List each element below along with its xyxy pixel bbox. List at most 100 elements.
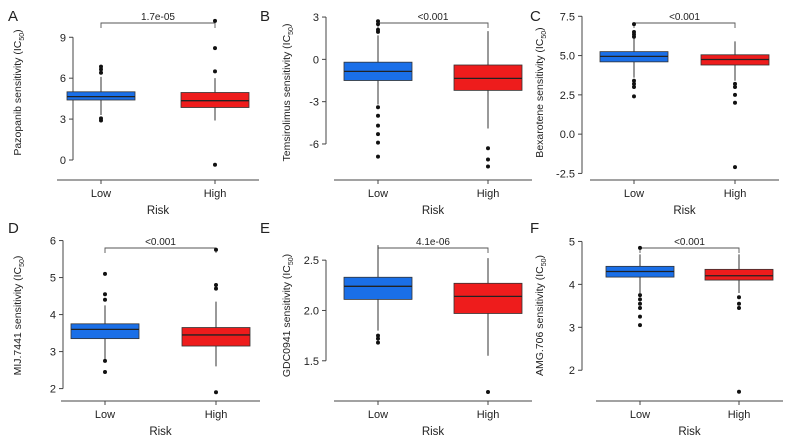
box-low: [599, 22, 669, 99]
outlier-point: [103, 369, 107, 374]
box-low: [343, 19, 413, 159]
outlier-point: [486, 389, 490, 394]
y-tick-label: 6: [60, 73, 66, 85]
panel-letter: D: [8, 220, 19, 237]
x-tick-label: Low: [368, 188, 388, 200]
y-axis-title-end: ): [534, 255, 546, 259]
y-axis-title-subscript: 50: [541, 258, 548, 266]
significance-bracket: [639, 247, 740, 253]
box-iqr: [704, 268, 774, 281]
significance-bracket: [104, 247, 217, 253]
y-axis-title-main: MIJ.7441 sensitivity (IC: [12, 266, 24, 375]
x-axis-title: Risk: [678, 426, 701, 438]
y-axis-title-end: ): [281, 254, 293, 258]
box-high: [181, 247, 251, 395]
outlier-point: [376, 123, 380, 128]
outlier-point: [213, 18, 217, 23]
outlier-point: [376, 336, 380, 341]
outlier-point: [214, 390, 218, 395]
p-value-label: 1.7e-05: [141, 12, 175, 23]
outlier-point: [103, 297, 107, 302]
y-tick-label: 3: [569, 322, 575, 334]
y-axis-title-main: GDC0941 sensitivity (IC: [281, 265, 293, 377]
box-iqr: [453, 64, 523, 91]
y-tick-label: 0: [313, 54, 319, 66]
outlier-point: [737, 301, 741, 306]
outlier-point: [733, 85, 737, 89]
outlier-point: [733, 165, 737, 170]
outlier-point: [376, 113, 380, 118]
y-tick-label: 3: [50, 347, 56, 359]
panel-letter: C: [530, 8, 541, 25]
outlier-point: [632, 22, 636, 27]
outlier-point: [103, 271, 107, 276]
outlier-point: [103, 292, 107, 297]
x-tick-label: Low: [91, 188, 111, 200]
outlier-point: [376, 154, 380, 159]
y-axis-title-subscript: 50: [19, 33, 26, 41]
x-axis-title: Risk: [422, 205, 445, 217]
outlier-point: [486, 157, 490, 162]
outlier-point: [638, 297, 642, 302]
p-value-label: <0.001: [145, 237, 176, 248]
outlier-point: [99, 64, 103, 69]
y-tick-label: 2.0: [304, 305, 319, 317]
x-tick-label: High: [204, 188, 227, 200]
panel-f: F 2 3 4 5 Low High Risk AMG.706 sensitivity (IC5…: [530, 220, 783, 438]
outlier-point: [376, 27, 380, 32]
y-tick-label: 5: [569, 236, 575, 248]
panel-letter: E: [260, 220, 270, 237]
y-tick-label: 2: [569, 365, 575, 377]
outlier-point: [638, 323, 642, 328]
y-axis-title: Bexarotene sensitivity (IC50): [534, 27, 548, 157]
box-low: [343, 245, 413, 345]
outlier-point: [737, 295, 741, 300]
y-axis-title-main: Pazopanib sensitivity (IC: [12, 40, 24, 155]
y-axis-title-subscript: 50: [541, 31, 548, 39]
outlier-point: [486, 146, 490, 151]
box-iqr: [181, 327, 251, 347]
outlier-point: [486, 164, 490, 169]
outlier-point: [737, 305, 741, 310]
p-value-label: 4.1e-06: [416, 237, 450, 248]
y-axis-title-end: ): [534, 27, 546, 31]
outlier-point: [214, 247, 218, 252]
y-axis-title: GDC0941 sensitivity (IC50): [281, 254, 295, 377]
outlier-point: [733, 81, 737, 86]
y-tick-label: 2: [50, 384, 56, 396]
box-iqr: [343, 276, 413, 300]
y-axis-title: MIJ.7441 sensitivity (IC50): [12, 256, 26, 376]
y-axis-title-main: Bexarotene sensitivity (IC: [534, 38, 546, 157]
outlier-point: [733, 100, 737, 105]
y-axis-title: AMG.706 sensitivity (IC50): [534, 255, 548, 376]
x-tick-label: Low: [630, 409, 650, 421]
x-tick-label: Low: [368, 409, 388, 421]
y-axis-title-end: ): [12, 29, 24, 33]
outlier-point: [99, 70, 103, 75]
box-iqr: [180, 92, 250, 108]
outlier-point: [733, 92, 737, 97]
box-iqr: [66, 91, 136, 101]
box-high: [453, 258, 523, 394]
y-tick-label: 9: [60, 32, 66, 44]
p-value-label: <0.001: [669, 12, 700, 23]
outlier-point: [632, 81, 636, 86]
outlier-point: [638, 301, 642, 306]
y-axis-title: Temsirolimus sensitivity (IC50): [281, 24, 295, 162]
y-tick-label: 4: [569, 279, 575, 291]
significance-bracket: [377, 247, 489, 253]
x-tick-label: High: [728, 409, 751, 421]
box-iqr: [70, 323, 140, 340]
y-axis-title-subscript: 50: [288, 257, 295, 265]
x-tick-label: High: [724, 188, 747, 200]
outlier-point: [214, 286, 218, 291]
panel-b: B -6 -3 0 3 Low High Risk Temsirolimus sensitivi…: [260, 8, 532, 217]
panel-c: C -2.5 0.0 2.5 5.0 7.5 Low High Risk Bexarotene s…: [530, 8, 779, 217]
x-axis-title: Risk: [149, 426, 172, 438]
y-tick-label: 7.5: [560, 11, 575, 23]
box-low: [66, 64, 136, 123]
outlier-point: [632, 94, 636, 99]
x-tick-label: Low: [624, 188, 644, 200]
outlier-point: [376, 22, 380, 27]
